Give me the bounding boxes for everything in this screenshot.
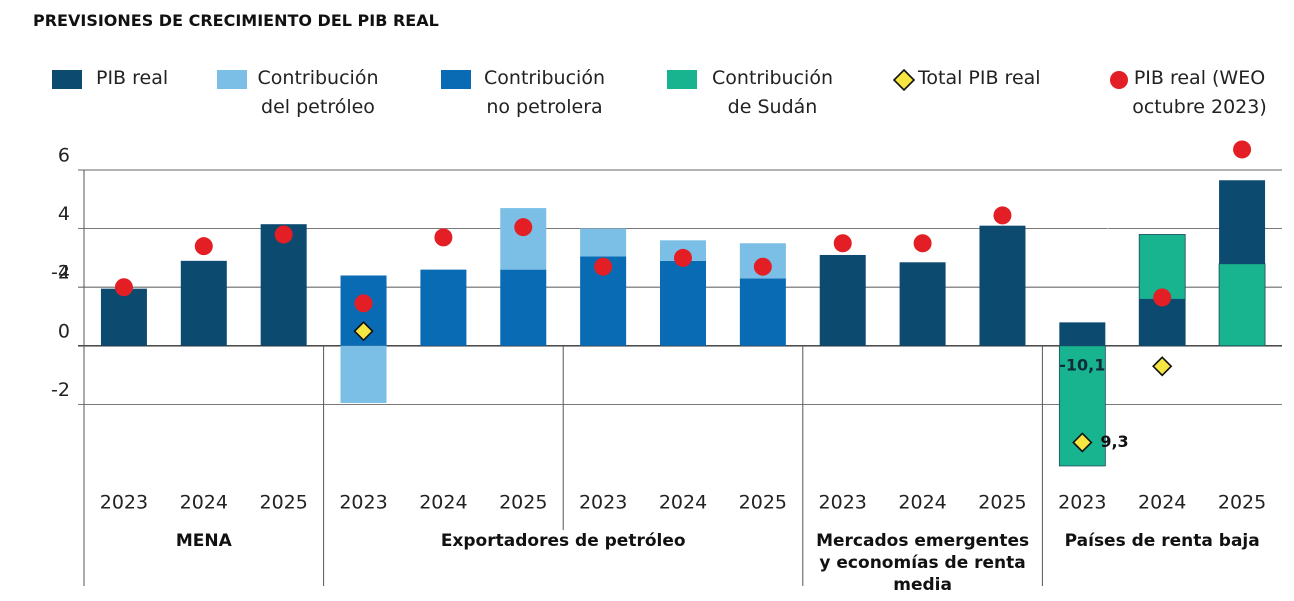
y-tick-label: 6: [58, 145, 70, 167]
data-label: -10,1: [1059, 355, 1105, 374]
y-tick-label: 0: [58, 320, 70, 342]
bar: [340, 345, 387, 403]
bar: [500, 269, 547, 346]
y-tick-label: -2: [51, 379, 70, 401]
legend-label: PIB real (WEO octubre 2023): [1132, 67, 1267, 118]
dot-marker: [194, 237, 213, 256]
diamond-marker: [1072, 432, 1093, 453]
diamond-marker: [353, 321, 374, 342]
dot-marker: [514, 218, 533, 237]
bar: [500, 208, 547, 270]
x-tick-label: 2023: [339, 492, 387, 514]
legend-label: PIB real: [96, 67, 169, 89]
bar: [580, 228, 627, 257]
dot-marker: [753, 257, 772, 276]
group-label: MENA: [175, 531, 232, 551]
bar: [899, 262, 946, 346]
legend-dot: [1110, 71, 1128, 89]
dot-marker: [594, 257, 613, 276]
legend-swatch: [441, 70, 471, 89]
y-tick-label: 2: [58, 262, 70, 284]
legend-swatch: [52, 70, 82, 89]
group-label: Mercados emergentes y economías de renta…: [816, 531, 1030, 595]
x-tick-label: 2025: [259, 492, 307, 514]
dot-marker: [434, 228, 453, 247]
y-tick-label: -4: [51, 262, 70, 284]
dot-marker: [274, 225, 293, 244]
legend-label: Total PIB real: [918, 67, 1041, 89]
dot-marker: [993, 206, 1012, 225]
group-label: Países de renta baja: [1064, 531, 1260, 551]
bar: [1139, 298, 1186, 346]
x-tick-label: 2023: [100, 492, 148, 514]
x-tick-label: 2025: [739, 492, 787, 514]
bar: [420, 269, 467, 346]
dot-marker: [1233, 140, 1252, 159]
bar: [1218, 263, 1266, 347]
diamond-marker: [1152, 356, 1173, 377]
legend-label: Contribución de Sudán: [712, 67, 833, 118]
bar: [979, 225, 1026, 346]
dot-marker: [114, 278, 133, 297]
x-tick-label: 2025: [978, 492, 1026, 514]
bar: [739, 278, 786, 346]
legend-marker: [217, 70, 247, 89]
legend-marker: [52, 70, 82, 89]
y-tick-label: 4: [58, 203, 70, 225]
dot-marker: [674, 248, 692, 267]
legend-label: Contribución del petróleo: [257, 67, 379, 118]
legend-marker: [667, 70, 697, 89]
legend-marker: [1110, 71, 1128, 89]
bar: [819, 254, 866, 346]
legend-marker: [893, 68, 916, 92]
dot-marker: [354, 294, 373, 313]
x-tick-label: 2023: [579, 492, 627, 514]
data-label: 9,3: [1100, 432, 1128, 451]
x-tick-label: 2025: [499, 492, 547, 514]
legend-diamond: [893, 68, 916, 92]
bar: [1059, 322, 1106, 346]
legend-label: Contribución no petrolera: [484, 67, 605, 118]
x-tick-label: 2025: [1218, 492, 1266, 514]
bar: [180, 260, 227, 346]
bar: [100, 288, 147, 346]
legend-swatch: [667, 70, 697, 89]
legend-swatch: [217, 70, 247, 89]
x-tick-label: 2024: [1138, 492, 1186, 514]
x-tick-label: 2023: [1058, 492, 1106, 514]
x-tick-label: 2024: [659, 492, 707, 514]
bar: [1219, 180, 1266, 264]
axis-break: [1056, 228, 1109, 246]
dot-marker: [833, 234, 852, 253]
bar: [660, 260, 706, 346]
chart-title: PREVISIONES DE CRECIMIENTO DEL PIB REAL: [33, 11, 439, 30]
legend-marker: [441, 70, 471, 89]
x-tick-label: 2024: [419, 492, 467, 514]
group-label: Exportadores de petróleo: [440, 531, 686, 551]
bar: [260, 224, 307, 346]
x-tick-label: 2024: [180, 492, 228, 514]
dot-marker: [913, 234, 932, 253]
x-tick-label: 2024: [898, 492, 946, 514]
x-tick-label: 2023: [819, 492, 867, 514]
dot-marker: [1153, 288, 1172, 307]
